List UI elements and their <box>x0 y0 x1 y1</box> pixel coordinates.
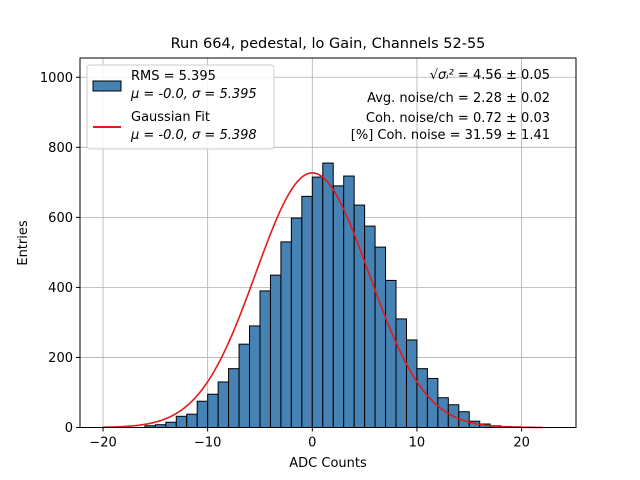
legend-histogram-stats: μ = -0.0, σ = 5.395 <box>130 87 257 102</box>
x-axis-label: ADC Counts <box>289 456 367 471</box>
histogram-bar <box>395 318 407 429</box>
legend-box <box>86 64 275 150</box>
y-tick-label: 200 <box>48 351 73 366</box>
histogram-bar <box>280 241 292 428</box>
x-tick-label: 0 <box>308 436 316 451</box>
annotation-sigma: √σᵢ² = 4.56 ± 0.05 <box>430 68 550 83</box>
histogram-bar <box>259 290 271 429</box>
histogram-bar <box>301 195 313 428</box>
annotation-coh-percent: [%] Coh. noise = 31.59 ± 1.41 <box>351 128 550 143</box>
gaussian-fit-line <box>103 172 543 429</box>
legend-histogram-swatch <box>92 80 122 92</box>
histogram-bar <box>228 368 240 428</box>
histogram-bar <box>385 279 397 429</box>
histogram-bar <box>416 368 428 428</box>
histogram-bar <box>175 415 188 429</box>
x-tick-label: 10 <box>409 436 426 451</box>
chart-title: Run 664, pedestal, lo Gain, Channels 52-… <box>171 36 486 52</box>
x-tick-label: −20 <box>89 436 116 451</box>
y-tick-label: 600 <box>48 211 73 226</box>
histogram-bar <box>332 185 345 428</box>
annotation-coh-noise: Coh. noise/ch = 0.72 ± 0.03 <box>366 111 550 126</box>
legend: RMS = 5.395 μ = -0.0, σ = 5.395 Gaussian… <box>86 64 275 150</box>
histogram-bar <box>374 246 387 428</box>
histogram-bar <box>238 343 251 429</box>
plot-frame <box>79 57 577 428</box>
y-tick-label: 0 <box>65 421 73 436</box>
histogram-bar <box>290 217 303 428</box>
y-axis-label: Entries <box>16 220 31 266</box>
histogram-bar <box>207 393 219 428</box>
y-axis-ticks: 0 200 400 600 800 1000 <box>40 71 80 436</box>
histogram-bar <box>165 421 177 429</box>
y-tick-label: 400 <box>48 281 73 296</box>
histogram-bar <box>196 400 209 429</box>
histogram-bar <box>322 162 334 429</box>
histogram-bar <box>249 325 261 428</box>
histogram-bar <box>186 413 198 429</box>
histogram-bar <box>426 377 439 429</box>
y-tick-label: 1000 <box>40 71 73 86</box>
x-tick-label: 20 <box>513 436 530 451</box>
y-tick-label: 800 <box>48 141 73 156</box>
legend-fit-stats: μ = -0.0, σ = 5.398 <box>130 128 257 143</box>
noise-annotations: √σᵢ² = 4.56 ± 0.05 Avg. noise/ch = 2.28 … <box>351 68 550 143</box>
legend-fit-label: Gaussian Fit <box>131 110 210 125</box>
histogram-bar <box>311 176 324 428</box>
histogram-bar <box>405 339 418 429</box>
x-tick-label: −10 <box>194 436 221 451</box>
legend-histogram-label: RMS = 5.395 <box>131 69 216 84</box>
histogram-bar <box>217 381 230 429</box>
histogram-bar <box>364 225 376 428</box>
histogram-bar <box>269 274 282 428</box>
x-axis-ticks: −20 −10 0 10 20 <box>89 427 530 451</box>
annotation-avg-noise: Avg. noise/ch = 2.28 ± 0.02 <box>367 91 550 106</box>
